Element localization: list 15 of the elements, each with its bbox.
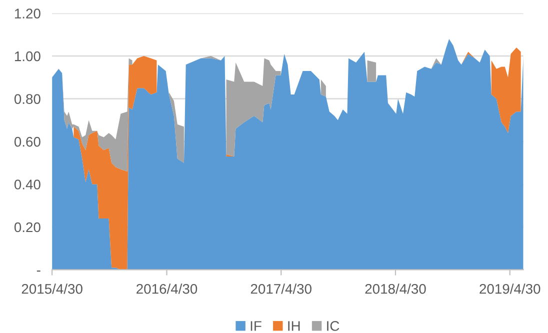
x-tick-label: 2016/4/30 (136, 284, 198, 294)
y-tick-label: 0.40 (14, 180, 40, 190)
y-tick-label: 0.20 (14, 222, 40, 232)
x-tick-label: 2018/4/30 (365, 284, 426, 294)
x-tick-label: 2017/4/30 (250, 284, 312, 294)
y-tick-label: 1.20 (14, 8, 40, 18)
y-tick-label: 0.80 (14, 94, 40, 104)
legend-label: IF (250, 321, 262, 331)
legend-label: IC (327, 321, 340, 331)
y-tick-label: 1.00 (14, 51, 40, 62)
y-tick-label: - (36, 270, 40, 272)
legend-label: IH (288, 321, 300, 331)
y-tick-label: 0.60 (14, 136, 40, 147)
x-tick-label: 2015/4/30 (22, 284, 82, 294)
x-tick-label: 2019/4/30 (480, 284, 540, 294)
